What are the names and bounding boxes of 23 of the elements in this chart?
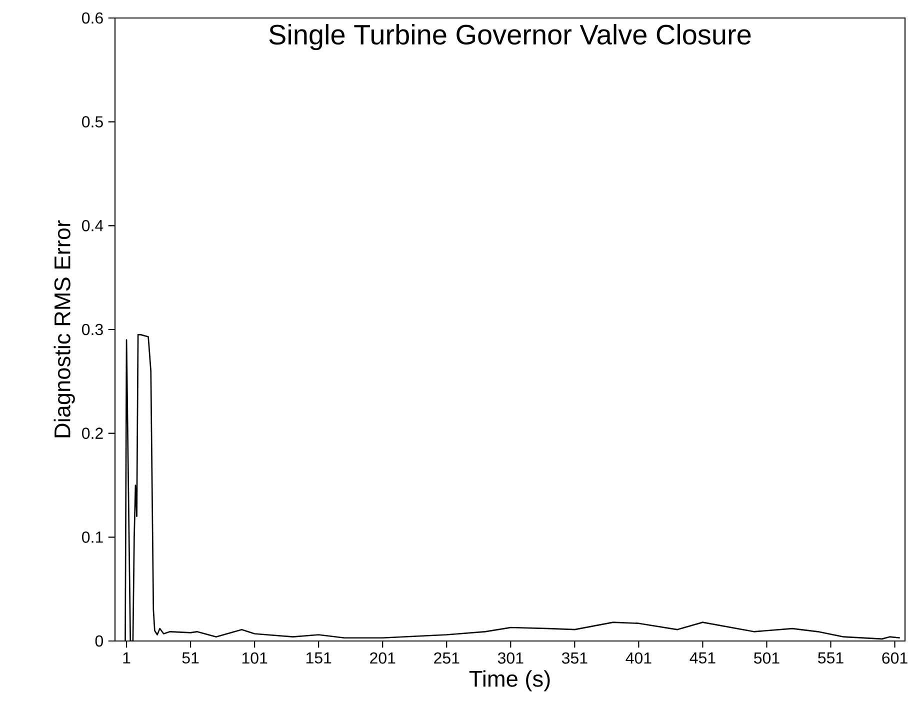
y-tick-label: 0.6 <box>82 12 103 24</box>
x-tick-label: 51 <box>182 652 199 664</box>
x-tick-label: 151 <box>306 652 332 664</box>
y-tick-label: 0.2 <box>82 428 103 439</box>
x-tick-label: 201 <box>370 652 396 664</box>
x-tick-label: 451 <box>690 652 716 664</box>
y-tick-label: 0 <box>95 635 104 647</box>
y-tick-label: 0.3 <box>82 324 103 336</box>
x-tick-label: 601 <box>882 652 908 664</box>
x-axis-title: Time (s) <box>469 670 550 692</box>
x-tick-label: 301 <box>498 652 524 664</box>
y-axis-title: Diagnostic RMS Error <box>54 220 75 438</box>
x-tick-label: 251 <box>434 652 460 664</box>
x-tick-label: 101 <box>242 652 268 664</box>
chart-title: Single Turbine Governor Valve Closure <box>269 24 751 50</box>
x-tick-label: 401 <box>626 652 652 664</box>
x-tick-label: 501 <box>754 652 780 664</box>
x-tick-label: 551 <box>818 652 844 664</box>
y-tick-label: 0.4 <box>82 220 104 232</box>
y-tick-label: 0.5 <box>82 116 103 128</box>
x-tick-label: 1 <box>123 652 130 664</box>
x-tick-label: 351 <box>562 652 588 664</box>
y-tick-label: 0.1 <box>82 532 103 543</box>
